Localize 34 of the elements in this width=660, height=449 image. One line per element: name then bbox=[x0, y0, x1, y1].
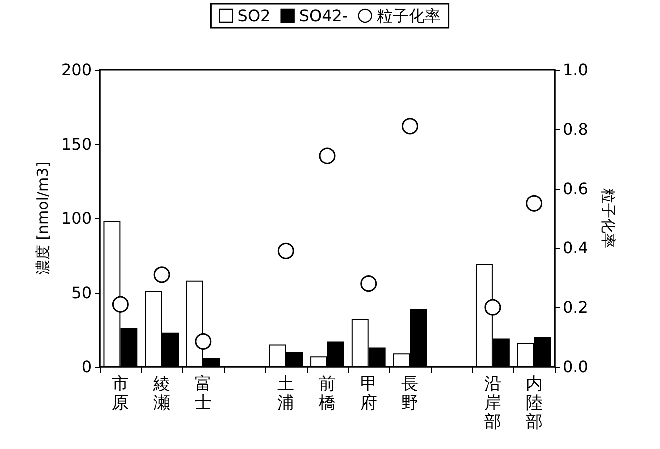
point bbox=[195, 334, 212, 350]
legend-label: 粒子化率 bbox=[376, 6, 441, 26]
point bbox=[526, 195, 543, 212]
x-tick-label: 内陸部 bbox=[526, 374, 543, 432]
y2-axis-title: 粒子化率 bbox=[600, 188, 618, 248]
point bbox=[112, 296, 129, 313]
legend-label: SO42- bbox=[299, 6, 348, 26]
point bbox=[154, 266, 170, 284]
y2-tick-label: 0.6 bbox=[563, 179, 588, 198]
x-tick-label: 市原 bbox=[112, 374, 130, 414]
x-tick-label: 綾瀬 bbox=[152, 374, 171, 414]
y-tick-label: 0 bbox=[82, 358, 92, 376]
point bbox=[360, 276, 378, 292]
y2-tick-label: 1.0 bbox=[563, 60, 588, 80]
point bbox=[402, 118, 418, 135]
point bbox=[319, 148, 336, 164]
x-tick-label: 富士 bbox=[194, 374, 212, 414]
x-tick-label: 沿岸部 bbox=[484, 374, 502, 432]
x-tick-label: 甲府 bbox=[360, 374, 378, 414]
y2-tick-label: 0.4 bbox=[563, 238, 588, 258]
y2-tick-label: 0.0 bbox=[563, 358, 588, 376]
y-tick-label: 200 bbox=[61, 60, 92, 80]
y2-tick-label: 0.8 bbox=[563, 120, 588, 139]
x-tick-label: 長野 bbox=[402, 374, 419, 414]
y-tick-label: 150 bbox=[61, 134, 92, 154]
y-tick-label: 50 bbox=[72, 283, 92, 302]
y-tick-label: 100 bbox=[61, 209, 92, 228]
legend-label: SO2 bbox=[238, 6, 271, 26]
x-tick-label: 前橋 bbox=[319, 374, 336, 414]
y-axis-title: 濃度 [nmol/m3] bbox=[34, 162, 52, 276]
y2-tick-label: 0.2 bbox=[563, 298, 588, 318]
point bbox=[278, 242, 294, 260]
x-tick-label: 土浦 bbox=[278, 374, 295, 414]
point bbox=[484, 299, 502, 316]
